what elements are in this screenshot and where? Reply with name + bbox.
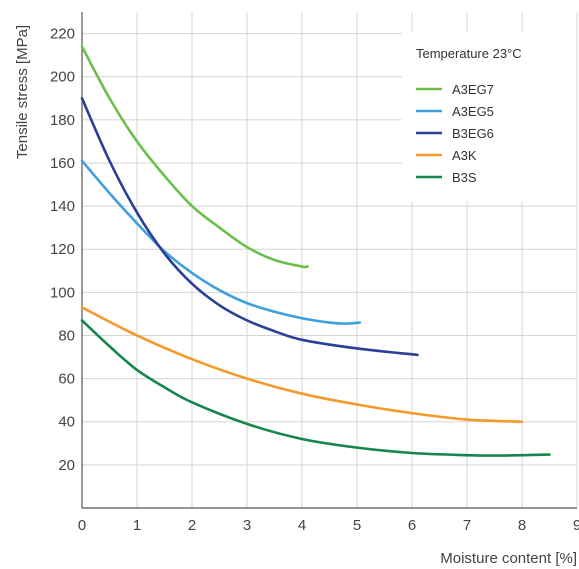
series-line-a3eg7 [80,45,309,269]
legend-label-b3eg6: B3EG6 [452,126,494,141]
series-line-a3k [80,306,524,424]
y-axis-label: Tensile stress [MPa] [14,25,31,159]
y-tick-label: 20 [58,457,75,474]
legend-label-a3eg5: A3EG5 [452,104,494,119]
y-tick-label: 80 [58,327,75,344]
y-tick-label: 120 [50,241,75,258]
y-tick-label: 100 [50,284,75,301]
y-tick-label: 40 [58,414,75,431]
x-tick-label: 7 [463,517,471,534]
x-tick-label: 9 [573,517,579,534]
y-tick-label: 200 [50,69,75,86]
series-lines [80,45,551,457]
x-tick-label: 1 [133,517,141,534]
grid [81,12,578,508]
y-tick-label: 220 [50,26,75,43]
series-line-b3s [80,319,551,457]
x-tick-label: 0 [78,517,86,534]
legend-label-a3k: A3K [452,148,477,163]
series-line-b3eg6 [80,96,419,357]
axes [81,12,577,509]
series-line-a3eg5 [80,159,362,325]
y-tick-labels: 20 40 60 80 100 120 140 160 180 200 220 [50,26,75,474]
y-tick-label: 60 [58,371,75,388]
y-tick-label: 140 [50,198,75,215]
y-tick-label: 180 [50,112,75,129]
x-tick-label: 3 [243,517,251,534]
x-tick-label: 4 [298,517,306,534]
legend-title: Temperature 23°C [416,46,522,61]
x-tick-label: 2 [188,517,196,534]
x-tick-label: 6 [408,517,416,534]
legend: Temperature 23°C A3EG7 A3EG5 B3EG6 A3K B3S [402,32,576,202]
x-tick-label: 5 [353,517,361,534]
x-axis-label: Moisture content [%] [440,550,577,567]
legend-label-a3eg7: A3EG7 [452,82,494,97]
y-tick-label: 160 [50,155,75,172]
x-tick-label: 8 [518,517,526,534]
legend-label-b3s: B3S [452,170,477,185]
legend-box [402,32,576,202]
x-tick-labels: 0 1 2 3 4 5 6 7 8 9 [78,517,579,534]
